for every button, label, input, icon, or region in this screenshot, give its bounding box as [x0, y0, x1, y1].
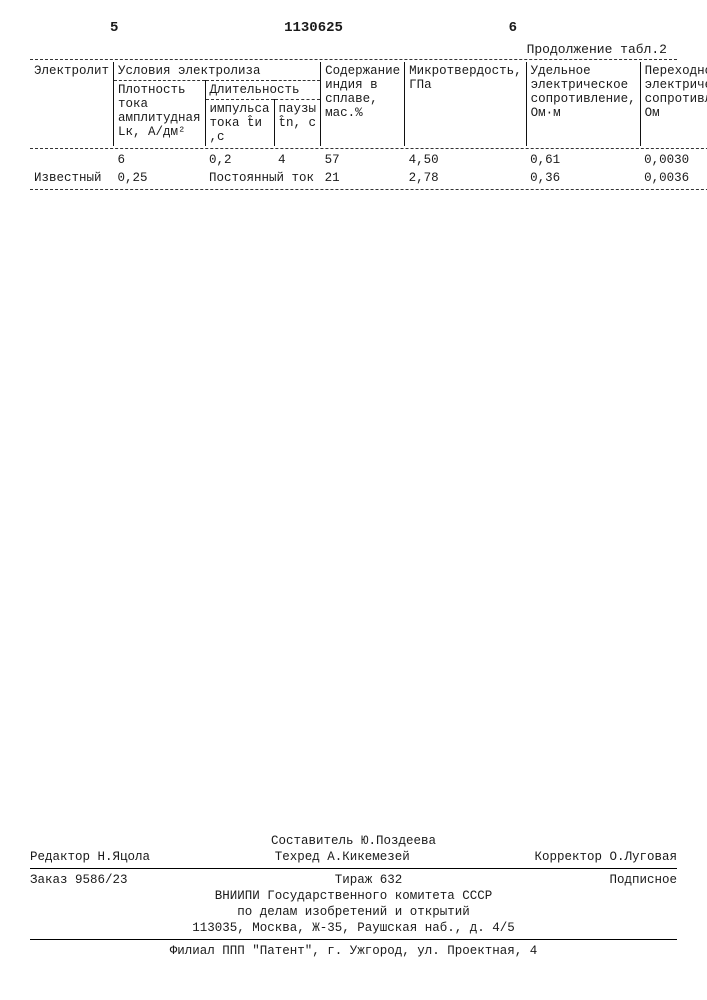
cell-micro: 2,78 — [405, 169, 527, 187]
cell-imp: 0,2 — [205, 151, 274, 169]
page-num-right: 6 — [509, 20, 517, 36]
col-micro: Микротвердость, ГПа — [405, 62, 527, 146]
col-content: Содержание индия в сплаве, мас.% — [321, 62, 405, 146]
cell-udel: 0,61 — [526, 151, 640, 169]
cell-pause: 4 — [274, 151, 321, 169]
footer-korrector: Корректор О.Луговая — [534, 850, 677, 864]
footer-redaktor: Редактор Н.Яцола — [30, 850, 150, 864]
cell-elec — [30, 151, 114, 169]
col-trans: Переходное электрическое сопротивление, … — [640, 62, 707, 146]
col-conditions: Условия электролиза — [114, 62, 321, 81]
page-num-left: 5 — [110, 20, 118, 36]
cell-dens: 6 — [114, 151, 206, 169]
footer-tirazh: Тираж 632 — [335, 873, 403, 887]
cell-elec: Известный — [30, 169, 114, 187]
col-resist: Удельное электрическое сопротивление, Ом… — [526, 62, 640, 146]
col-electrolyte: Электролит — [30, 62, 114, 146]
footer: Составитель Ю.Поздеева Редактор Н.Яцола … — [30, 832, 677, 960]
cell-cont: 21 — [321, 169, 405, 187]
col-impulse: импульса тока t̂и ,с — [205, 100, 274, 147]
data-table: Электролит Условия электролиза Содержани… — [30, 62, 707, 192]
table-row: Известный 0,25 Постоянный ток 21 2,78 0,… — [30, 169, 707, 187]
cell-trans: 0,0036 — [640, 169, 707, 187]
doc-number: 1130625 — [284, 20, 343, 36]
footer-zakaz: Заказ 9586/23 — [30, 873, 128, 887]
footer-podpisnoe: Подписное — [609, 873, 677, 887]
cell-imppause: Постоянный ток — [205, 169, 321, 187]
footer-filial: Филиал ППП "Патент", г. Ужгород, ул. Про… — [30, 944, 677, 958]
footer-addr: 113035, Москва, Ж-35, Раушская наб., д. … — [30, 921, 677, 935]
footer-vniipi2: по делам изобретений и открытий — [30, 905, 677, 919]
table-row: 6 0,2 4 57 4,50 0,61 0,0030 — [30, 151, 707, 169]
footer-sostavitel: Составитель Ю.Поздеева — [30, 834, 677, 848]
col-duration: Длительность — [205, 81, 321, 100]
cell-trans: 0,0030 — [640, 151, 707, 169]
footer-vniipi1: ВНИИПИ Государственного комитета СССР — [30, 889, 677, 903]
col-pause: паузы t̂n, с — [274, 100, 321, 147]
col-density: Плотность тока амплитудная Lк, А/дм² — [114, 81, 206, 147]
cell-udel: 0,36 — [526, 169, 640, 187]
cell-micro: 4,50 — [405, 151, 527, 169]
footer-tekhred: Техред А.Кикемезей — [275, 850, 410, 864]
cell-dens: 0,25 — [114, 169, 206, 187]
cell-cont: 57 — [321, 151, 405, 169]
continuation-label: Продолжение табл.2 — [30, 42, 677, 57]
